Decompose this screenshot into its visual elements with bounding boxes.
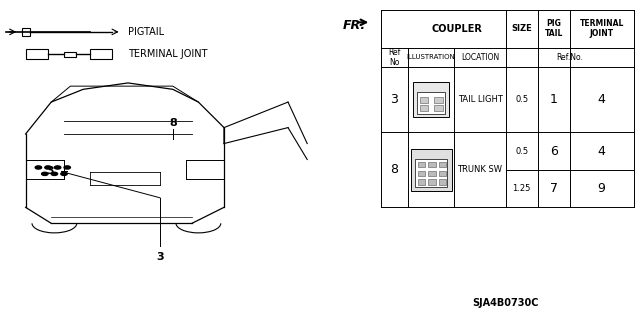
Bar (439, 170, 446, 176)
Bar (434, 105, 443, 111)
Circle shape (61, 172, 67, 175)
Text: SIZE: SIZE (511, 24, 532, 33)
Circle shape (35, 166, 42, 169)
Text: 4: 4 (598, 145, 605, 158)
Text: PIGTAIL: PIGTAIL (128, 27, 164, 37)
Text: TRUNK SW: TRUNK SW (458, 165, 502, 174)
Text: SJA4B0730C: SJA4B0730C (472, 298, 539, 308)
Text: 8: 8 (390, 163, 398, 176)
Text: 3: 3 (390, 93, 398, 106)
Bar (419, 179, 426, 185)
Text: Ref.No.: Ref.No. (556, 53, 583, 62)
Bar (420, 105, 429, 111)
Bar (417, 92, 445, 114)
Text: 0.5: 0.5 (515, 147, 528, 156)
Text: TAIL LIGHT: TAIL LIGHT (458, 95, 502, 104)
Bar (419, 170, 426, 176)
Text: 3: 3 (156, 252, 164, 262)
Text: ILLUSTRATION: ILLUSTRATION (406, 55, 456, 60)
Text: Ref
No: Ref No (388, 48, 401, 67)
Bar (439, 161, 446, 167)
Text: PIG
TAIL: PIG TAIL (545, 19, 563, 38)
Bar (429, 161, 436, 167)
Circle shape (51, 172, 58, 175)
Text: LOCATION: LOCATION (461, 53, 499, 62)
Circle shape (45, 166, 51, 169)
Bar (419, 161, 426, 167)
Bar (411, 149, 452, 191)
Bar (415, 159, 447, 188)
Text: 9: 9 (598, 182, 605, 195)
Text: 4: 4 (598, 93, 605, 106)
Text: TERMINAL JOINT: TERMINAL JOINT (128, 49, 207, 59)
Bar (420, 97, 429, 103)
Bar (429, 170, 436, 176)
Circle shape (54, 166, 61, 169)
Bar (429, 179, 436, 185)
Text: FR.: FR. (342, 19, 365, 32)
Bar (26, 49, 48, 59)
Text: 3: 3 (47, 166, 54, 176)
Bar (439, 179, 446, 185)
Text: 1: 1 (550, 93, 557, 106)
Bar (434, 97, 443, 103)
Text: 7: 7 (550, 182, 557, 195)
Circle shape (64, 166, 70, 169)
Circle shape (42, 172, 48, 175)
Text: 8: 8 (169, 118, 177, 128)
Text: 6: 6 (550, 145, 557, 158)
Text: 0.5: 0.5 (515, 95, 528, 104)
Text: TERMINAL
JOINT: TERMINAL JOINT (579, 19, 624, 38)
Bar (64, 52, 76, 57)
Text: COUPLER: COUPLER (431, 24, 482, 34)
Bar (90, 49, 112, 59)
Bar (413, 82, 449, 117)
Bar (22, 28, 30, 36)
Text: 1.25: 1.25 (513, 184, 531, 193)
